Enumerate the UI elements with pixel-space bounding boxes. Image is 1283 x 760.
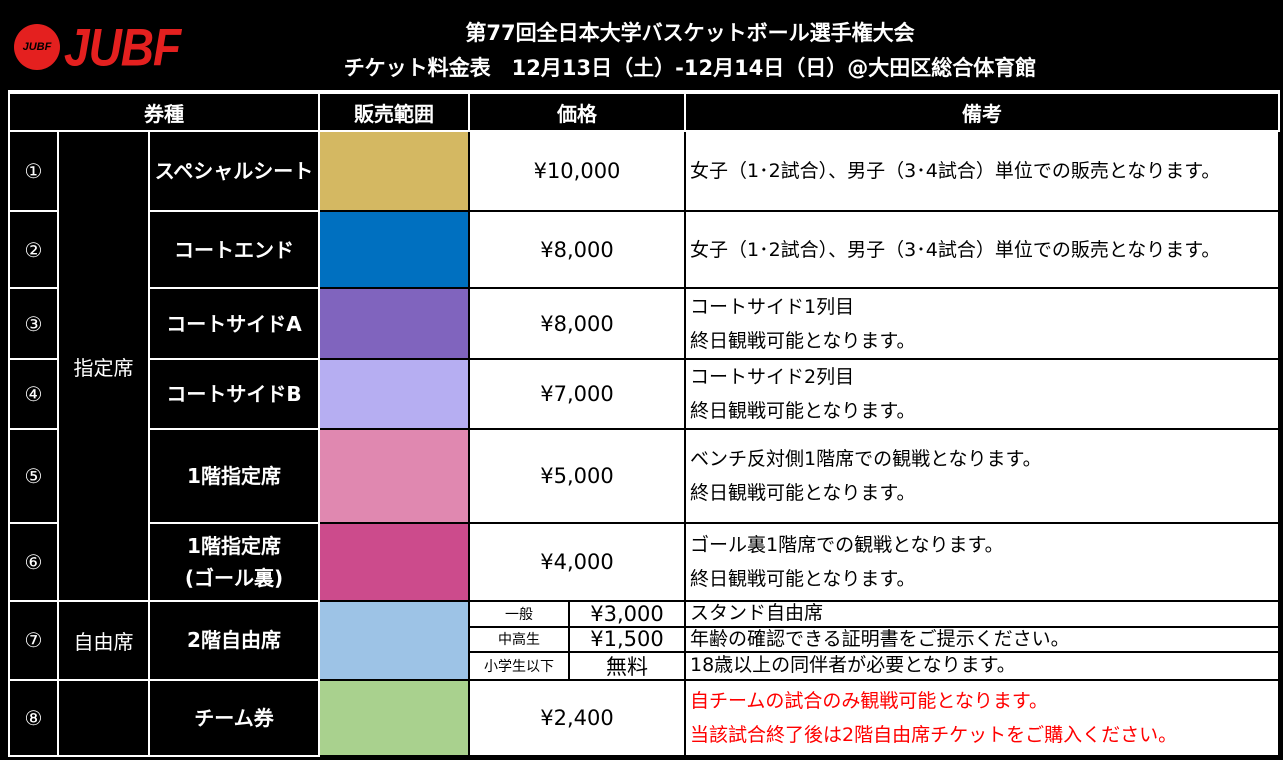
- row-number: ⑦: [8, 600, 59, 681]
- price: ¥10,000: [468, 130, 686, 212]
- price: ¥8,000: [468, 210, 686, 289]
- price-tier: 小学生以下 無料: [470, 653, 684, 679]
- header-price: 価格: [468, 92, 686, 132]
- note-line: 女子（1･2試合）、男子（3･4試合）単位での販売となります。: [690, 160, 1221, 182]
- note-line: 終日観戦可能となります。: [690, 568, 916, 590]
- table-row: ① 指定席 スペシャルシート ¥10,000 女子（1･2試合）、男子（3･4試合）単位…: [8, 130, 1280, 602]
- ticket-name: コートサイドB: [148, 358, 320, 430]
- area-color-swatch: [318, 210, 470, 289]
- row-number: ⑧: [8, 678, 59, 757]
- header-type: 券種: [8, 92, 320, 132]
- note-line: 終日観戦可能となります。: [690, 482, 916, 504]
- price: ¥5,000: [468, 428, 686, 524]
- price: ¥7,000: [468, 358, 686, 430]
- row-number: ⑤: [8, 428, 59, 524]
- note-line: 自チームの試合のみ観戦可能となります。: [690, 689, 1048, 712]
- note-line: コートサイド2列目: [690, 366, 855, 388]
- row-number: ⑥: [8, 522, 59, 602]
- basketball-icon: JUBF: [14, 24, 60, 70]
- category-reserved: 指定席: [57, 130, 150, 602]
- ticket-name: 2階自由席: [148, 600, 320, 681]
- table-row: ⑧ チーム券 ¥2,400 自チームの試合のみ観戦可能となります。当該試合終了後は2階…: [8, 678, 1280, 757]
- table-row: ⑦ 自由席 2階自由席 一般 ¥3,000 中高生 ¥1,500 小学生以下 無料 スタンド自由席…: [8, 600, 1280, 681]
- tier-label: 一般: [470, 602, 570, 626]
- price: ¥4,000: [468, 522, 686, 602]
- price: ¥8,000: [468, 287, 686, 360]
- header-area: 販売範囲: [318, 92, 470, 132]
- note-line: 終日観戦可能となります。: [690, 400, 916, 422]
- jubf-logo: JUBF JUBF: [14, 17, 181, 77]
- tier-price: ¥3,000: [590, 601, 664, 626]
- category-empty: [57, 678, 150, 757]
- area-color-swatch: [318, 130, 470, 212]
- table-row: ② コートエンド ¥8,000 女子（1･2試合）、男子（3･4試合）単位での販売とな…: [8, 210, 1280, 289]
- price-tier: 一般 ¥3,000: [470, 602, 684, 628]
- logo-text: JUBF: [64, 17, 181, 77]
- row-number: ③: [8, 287, 59, 360]
- table-row: ⑥ 1階指定席 (ゴール裏) ¥4,000 ゴール裏1階席での観戦となります。 終日観戦…: [8, 522, 1280, 602]
- ticket-name: コートサイドA: [148, 287, 320, 360]
- header: JUBF JUBF 第77回全日本大学バスケットボール選手権大会 チケット料金表…: [0, 0, 1283, 90]
- note-line: ゴール裏1階席での観戦となります。: [690, 534, 1004, 556]
- note-line: 女子（1･2試合）、男子（3･4試合）単位での販売となります。: [690, 238, 1221, 261]
- tier-price: ¥1,500: [590, 627, 664, 652]
- area-color-swatch: [318, 358, 470, 430]
- table-row: ④ コートサイドB ¥7,000 コートサイド2列目終日観戦可能となります。: [8, 358, 1280, 430]
- table-row: ③ コートサイドA ¥8,000 コートサイド1列目終日観戦可能となります。: [8, 287, 1280, 360]
- area-color-swatch: [318, 428, 470, 524]
- note-line: 当該試合終了後は2階自由席チケットをご購入ください。: [690, 723, 1178, 746]
- header-notes: 備考: [684, 92, 1280, 132]
- area-color-swatch: [318, 287, 470, 360]
- ticket-name: コートエンド: [148, 210, 320, 289]
- tier-label: 中高生: [470, 627, 570, 652]
- area-color-swatch: [318, 522, 470, 602]
- price: ¥2,400: [468, 678, 686, 757]
- ticket-name: 1階指定席: [148, 428, 320, 524]
- area-color-swatch: [318, 678, 470, 757]
- note-line: 18歳以上の同伴者が必要となります。: [690, 654, 1016, 677]
- note-line: 年齢の確認できる証明書をご提示ください。: [686, 628, 1278, 654]
- category-free: 自由席: [57, 600, 150, 681]
- note-line: コートサイド1列目: [690, 295, 855, 318]
- table-row: ⑤ 1階指定席 ¥5,000 ベンチ反対側1階席での観戦となります。 終日観戦可能となり…: [8, 428, 1280, 524]
- ticket-name: 1階指定席 (ゴール裏): [148, 522, 320, 602]
- row-number: ①: [8, 130, 59, 212]
- event-subtitle: チケット料金表 12月13日（土）-12月14日（日）@大田区総合体育館: [343, 56, 1037, 80]
- tier-price: 無料: [606, 654, 648, 679]
- row-number: ④: [8, 358, 59, 430]
- note-line: 終日観戦可能となります。: [690, 329, 916, 352]
- row-number: ②: [8, 210, 59, 289]
- area-color-swatch: [318, 600, 470, 681]
- ticket-price-table: 券種 販売範囲 価格 備考 ① 指定席 スペシャルシート ¥10,000 女子（1･2試…: [8, 92, 1280, 757]
- tier-label: 小学生以下: [470, 653, 570, 679]
- price-tier: 中高生 ¥1,500: [470, 627, 684, 654]
- note-line: スタンド自由席: [686, 602, 1278, 628]
- ticket-name: スペシャルシート: [148, 130, 320, 212]
- note-line: ベンチ反対側1階席での観戦となります。: [690, 448, 1042, 470]
- divider: [8, 90, 1280, 92]
- ticket-name: チーム券: [148, 678, 320, 757]
- event-title: 第77回全日本大学バスケットボール選手権大会: [465, 21, 915, 45]
